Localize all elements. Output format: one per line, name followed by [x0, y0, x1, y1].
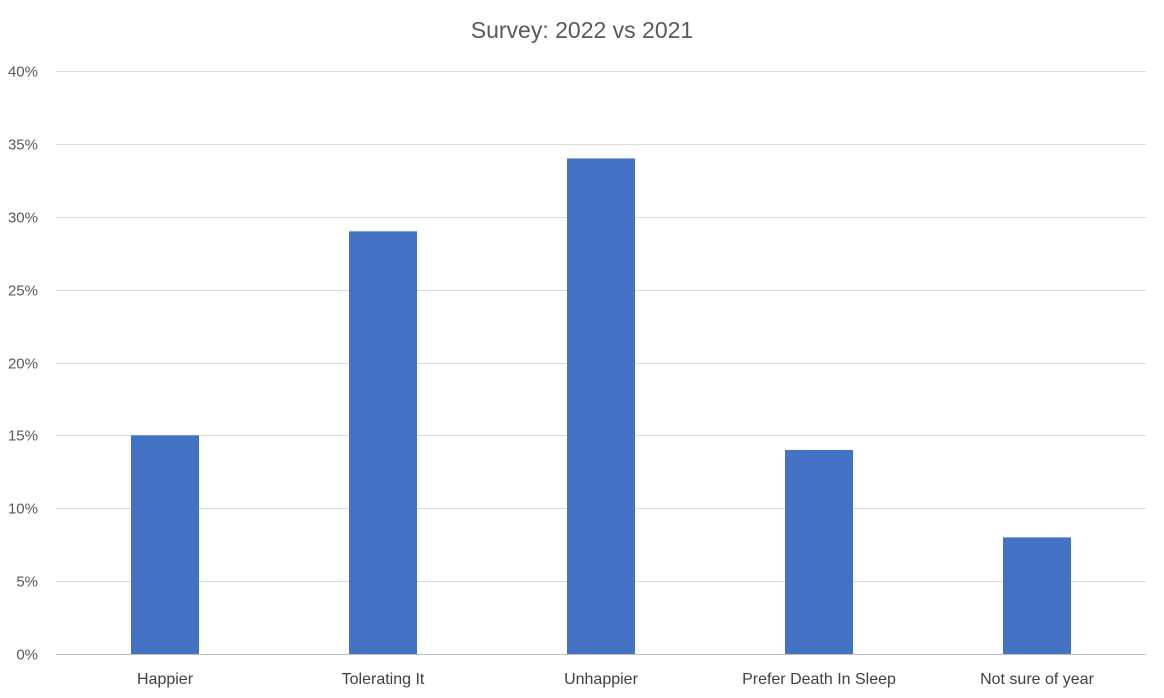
- y-tick-label: 30%: [8, 210, 38, 227]
- y-tick-label: 10%: [8, 501, 38, 518]
- bar: [1003, 537, 1071, 654]
- y-tick-label: 25%: [8, 283, 38, 300]
- y-axis-ticks: 0% 5% 10% 15% 20% 25% 30% 35% 40%: [8, 64, 38, 664]
- x-category-label: Prefer Death In Sleep: [742, 671, 896, 688]
- x-category-label: Tolerating It: [342, 671, 425, 688]
- x-category-label: Happier: [137, 671, 194, 688]
- bar: [131, 435, 199, 654]
- y-tick-label: 35%: [8, 137, 38, 154]
- x-category-label: Unhappier: [564, 671, 639, 688]
- x-axis-categories: Happier Tolerating It Unhappier Prefer Deat…: [137, 671, 1095, 688]
- bars: [131, 158, 1071, 654]
- chart-title: Survey: 2022 vs 2021: [471, 17, 693, 43]
- y-tick-label: 40%: [8, 64, 38, 81]
- y-tick-label: 20%: [8, 356, 38, 373]
- bar: [349, 231, 417, 654]
- y-tick-label: 0%: [16, 647, 38, 664]
- bar: [785, 449, 853, 654]
- x-category-label: Not sure of year: [980, 671, 1095, 688]
- bar: [567, 158, 635, 654]
- y-tick-label: 5%: [16, 574, 38, 591]
- y-tick-label: 15%: [8, 428, 38, 445]
